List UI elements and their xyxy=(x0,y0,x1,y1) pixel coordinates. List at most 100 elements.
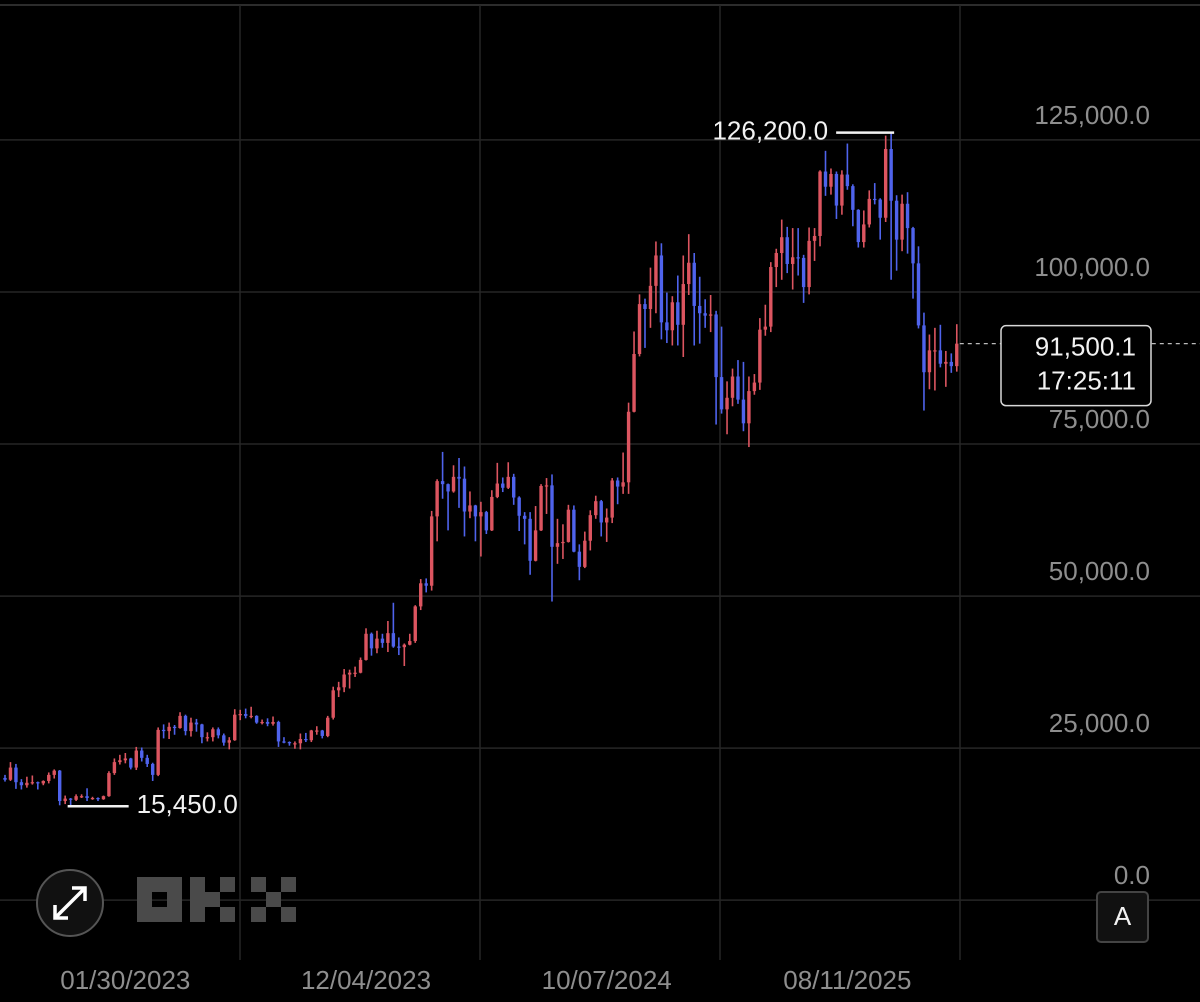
candle-body xyxy=(172,726,177,729)
candle-body xyxy=(107,773,111,797)
candle-body xyxy=(353,672,357,674)
candle-body xyxy=(517,497,521,516)
candle-body xyxy=(375,638,379,649)
candle-body xyxy=(358,659,363,673)
candle-body xyxy=(790,257,795,264)
candle-body xyxy=(47,774,51,781)
candle-body xyxy=(862,224,866,243)
okx-logo xyxy=(137,877,296,922)
candle-body xyxy=(440,481,445,485)
x-tick-label: 12/04/2023 xyxy=(301,965,431,995)
candle-body xyxy=(873,198,877,201)
candle-body xyxy=(741,399,746,424)
candle-body xyxy=(189,722,193,732)
candle-body xyxy=(462,478,467,512)
candle-body xyxy=(730,376,735,398)
candle-body xyxy=(298,738,303,744)
candle-body xyxy=(643,304,647,309)
candle-body xyxy=(468,505,472,512)
candle-body xyxy=(402,644,407,648)
candle-body xyxy=(796,257,800,259)
candle-body xyxy=(840,174,844,206)
candle-body xyxy=(687,262,691,285)
candle-body xyxy=(233,714,237,741)
candle-body xyxy=(364,633,368,660)
candle-body xyxy=(90,797,95,800)
scale-button[interactable]: A xyxy=(1096,891,1149,943)
candle-body xyxy=(681,284,685,325)
logo-block xyxy=(251,877,266,892)
candle-body xyxy=(320,730,324,736)
expand-button[interactable] xyxy=(36,869,104,937)
scale-button-box[interactable] xyxy=(1096,891,1149,943)
candle-body xyxy=(801,257,806,288)
y-tick-label: 75,000.0 xyxy=(1049,404,1150,434)
candle-body xyxy=(85,796,89,798)
candle-body xyxy=(96,797,100,800)
candle-body xyxy=(276,721,281,742)
candle-body xyxy=(326,717,330,736)
countdown-label: 17:25:11 xyxy=(1037,366,1136,396)
candle-body xyxy=(380,638,385,643)
candle-body xyxy=(905,203,910,229)
candle-body xyxy=(424,583,428,586)
candle-body xyxy=(271,721,275,724)
candle-body xyxy=(3,777,7,780)
candle-body xyxy=(156,729,160,775)
candle-body xyxy=(150,763,155,775)
candle-body xyxy=(834,173,839,206)
candle-body xyxy=(183,715,188,732)
candle-body xyxy=(758,329,762,383)
candle-body xyxy=(566,509,571,542)
candle-body xyxy=(178,715,182,729)
candle-body xyxy=(79,796,84,798)
labels: 0.0 25,000.0 50,000.0 75,000.0 100,000.0 125,… xyxy=(60,100,1200,995)
candle-body xyxy=(927,350,932,373)
candle-body xyxy=(714,314,718,378)
candle-body xyxy=(572,509,576,552)
logo-block xyxy=(220,907,235,922)
candle-body xyxy=(194,722,199,725)
candle-body xyxy=(36,782,40,784)
candle-body xyxy=(851,186,855,210)
x-tick-label: 10/07/2024 xyxy=(542,965,672,995)
candle-body xyxy=(336,687,341,691)
candle-body xyxy=(588,515,592,541)
candle-body xyxy=(654,255,658,286)
candle-body xyxy=(52,770,56,775)
candle-body xyxy=(594,501,598,516)
low-label: 15,450.0 xyxy=(137,789,238,819)
candle-body xyxy=(473,505,478,517)
candle-body xyxy=(949,361,954,367)
candle-body xyxy=(933,350,937,352)
candle-body xyxy=(429,516,434,586)
x-tick-label: 01/30/2023 xyxy=(60,965,190,995)
candle-body xyxy=(561,541,565,544)
candle-body xyxy=(676,302,680,325)
candle-body xyxy=(161,729,166,732)
candle-body xyxy=(479,512,483,517)
candle-body xyxy=(812,235,817,241)
candle-body xyxy=(446,484,450,492)
candle-body xyxy=(58,770,62,802)
candle-body xyxy=(211,729,215,738)
candle-body xyxy=(249,715,253,718)
y-tick-label: 125,000.0 xyxy=(1034,100,1150,130)
last-price-box xyxy=(1000,324,1152,407)
scale-button-label: A xyxy=(1114,901,1132,931)
candle-body xyxy=(74,796,78,800)
candle-body xyxy=(413,606,417,642)
candle-body xyxy=(955,343,959,367)
candles xyxy=(3,132,959,807)
y-tick-label: 50,000.0 xyxy=(1049,556,1150,586)
x-tick-label: 08/11/2025 xyxy=(783,965,911,995)
candle-body xyxy=(200,724,204,738)
candle-body xyxy=(501,483,505,488)
candle-body xyxy=(823,171,828,187)
candle-body xyxy=(670,302,675,331)
candle-body xyxy=(112,762,117,774)
candle-body xyxy=(205,737,210,739)
candle-body xyxy=(118,760,122,763)
logo-block xyxy=(220,877,235,892)
candle-body xyxy=(867,198,871,225)
